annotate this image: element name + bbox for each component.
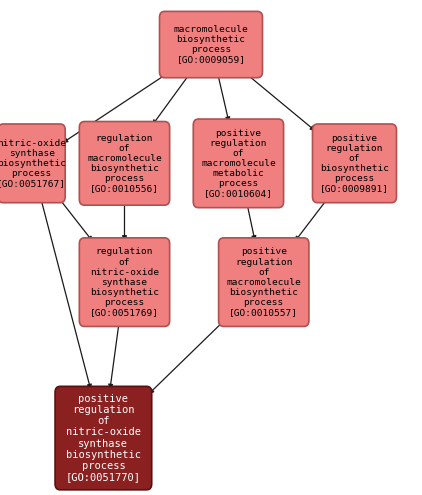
- Text: positive
regulation
of
nitric-oxide
synthase
biosynthetic
process
[GO:0051770]: positive regulation of nitric-oxide synt…: [66, 394, 141, 482]
- Text: positive
regulation
of
macromolecule
biosynthetic
process
[GO:0010557]: positive regulation of macromolecule bio…: [226, 248, 301, 317]
- Text: nitric-oxide
synthase
biosynthetic
process
[GO:0051767]: nitric-oxide synthase biosynthetic proce…: [0, 139, 66, 188]
- FancyBboxPatch shape: [0, 124, 65, 203]
- FancyBboxPatch shape: [55, 386, 152, 490]
- FancyBboxPatch shape: [160, 11, 262, 78]
- Text: regulation
of
macromolecule
biosynthetic
process
[GO:0010556]: regulation of macromolecule biosynthetic…: [87, 134, 162, 193]
- Text: regulation
of
nitric-oxide
synthase
biosynthetic
process
[GO:0051769]: regulation of nitric-oxide synthase bios…: [90, 248, 159, 317]
- FancyBboxPatch shape: [312, 124, 396, 203]
- Text: positive
regulation
of
biosynthetic
process
[GO:0009891]: positive regulation of biosynthetic proc…: [320, 134, 389, 193]
- Text: positive
regulation
of
macromolecule
metabolic
process
[GO:0010604]: positive regulation of macromolecule met…: [201, 129, 276, 198]
- FancyBboxPatch shape: [219, 238, 309, 327]
- FancyBboxPatch shape: [79, 122, 170, 205]
- FancyBboxPatch shape: [79, 238, 170, 327]
- FancyBboxPatch shape: [193, 119, 284, 208]
- Text: macromolecule
biosynthetic
process
[GO:0009059]: macromolecule biosynthetic process [GO:0…: [173, 25, 249, 64]
